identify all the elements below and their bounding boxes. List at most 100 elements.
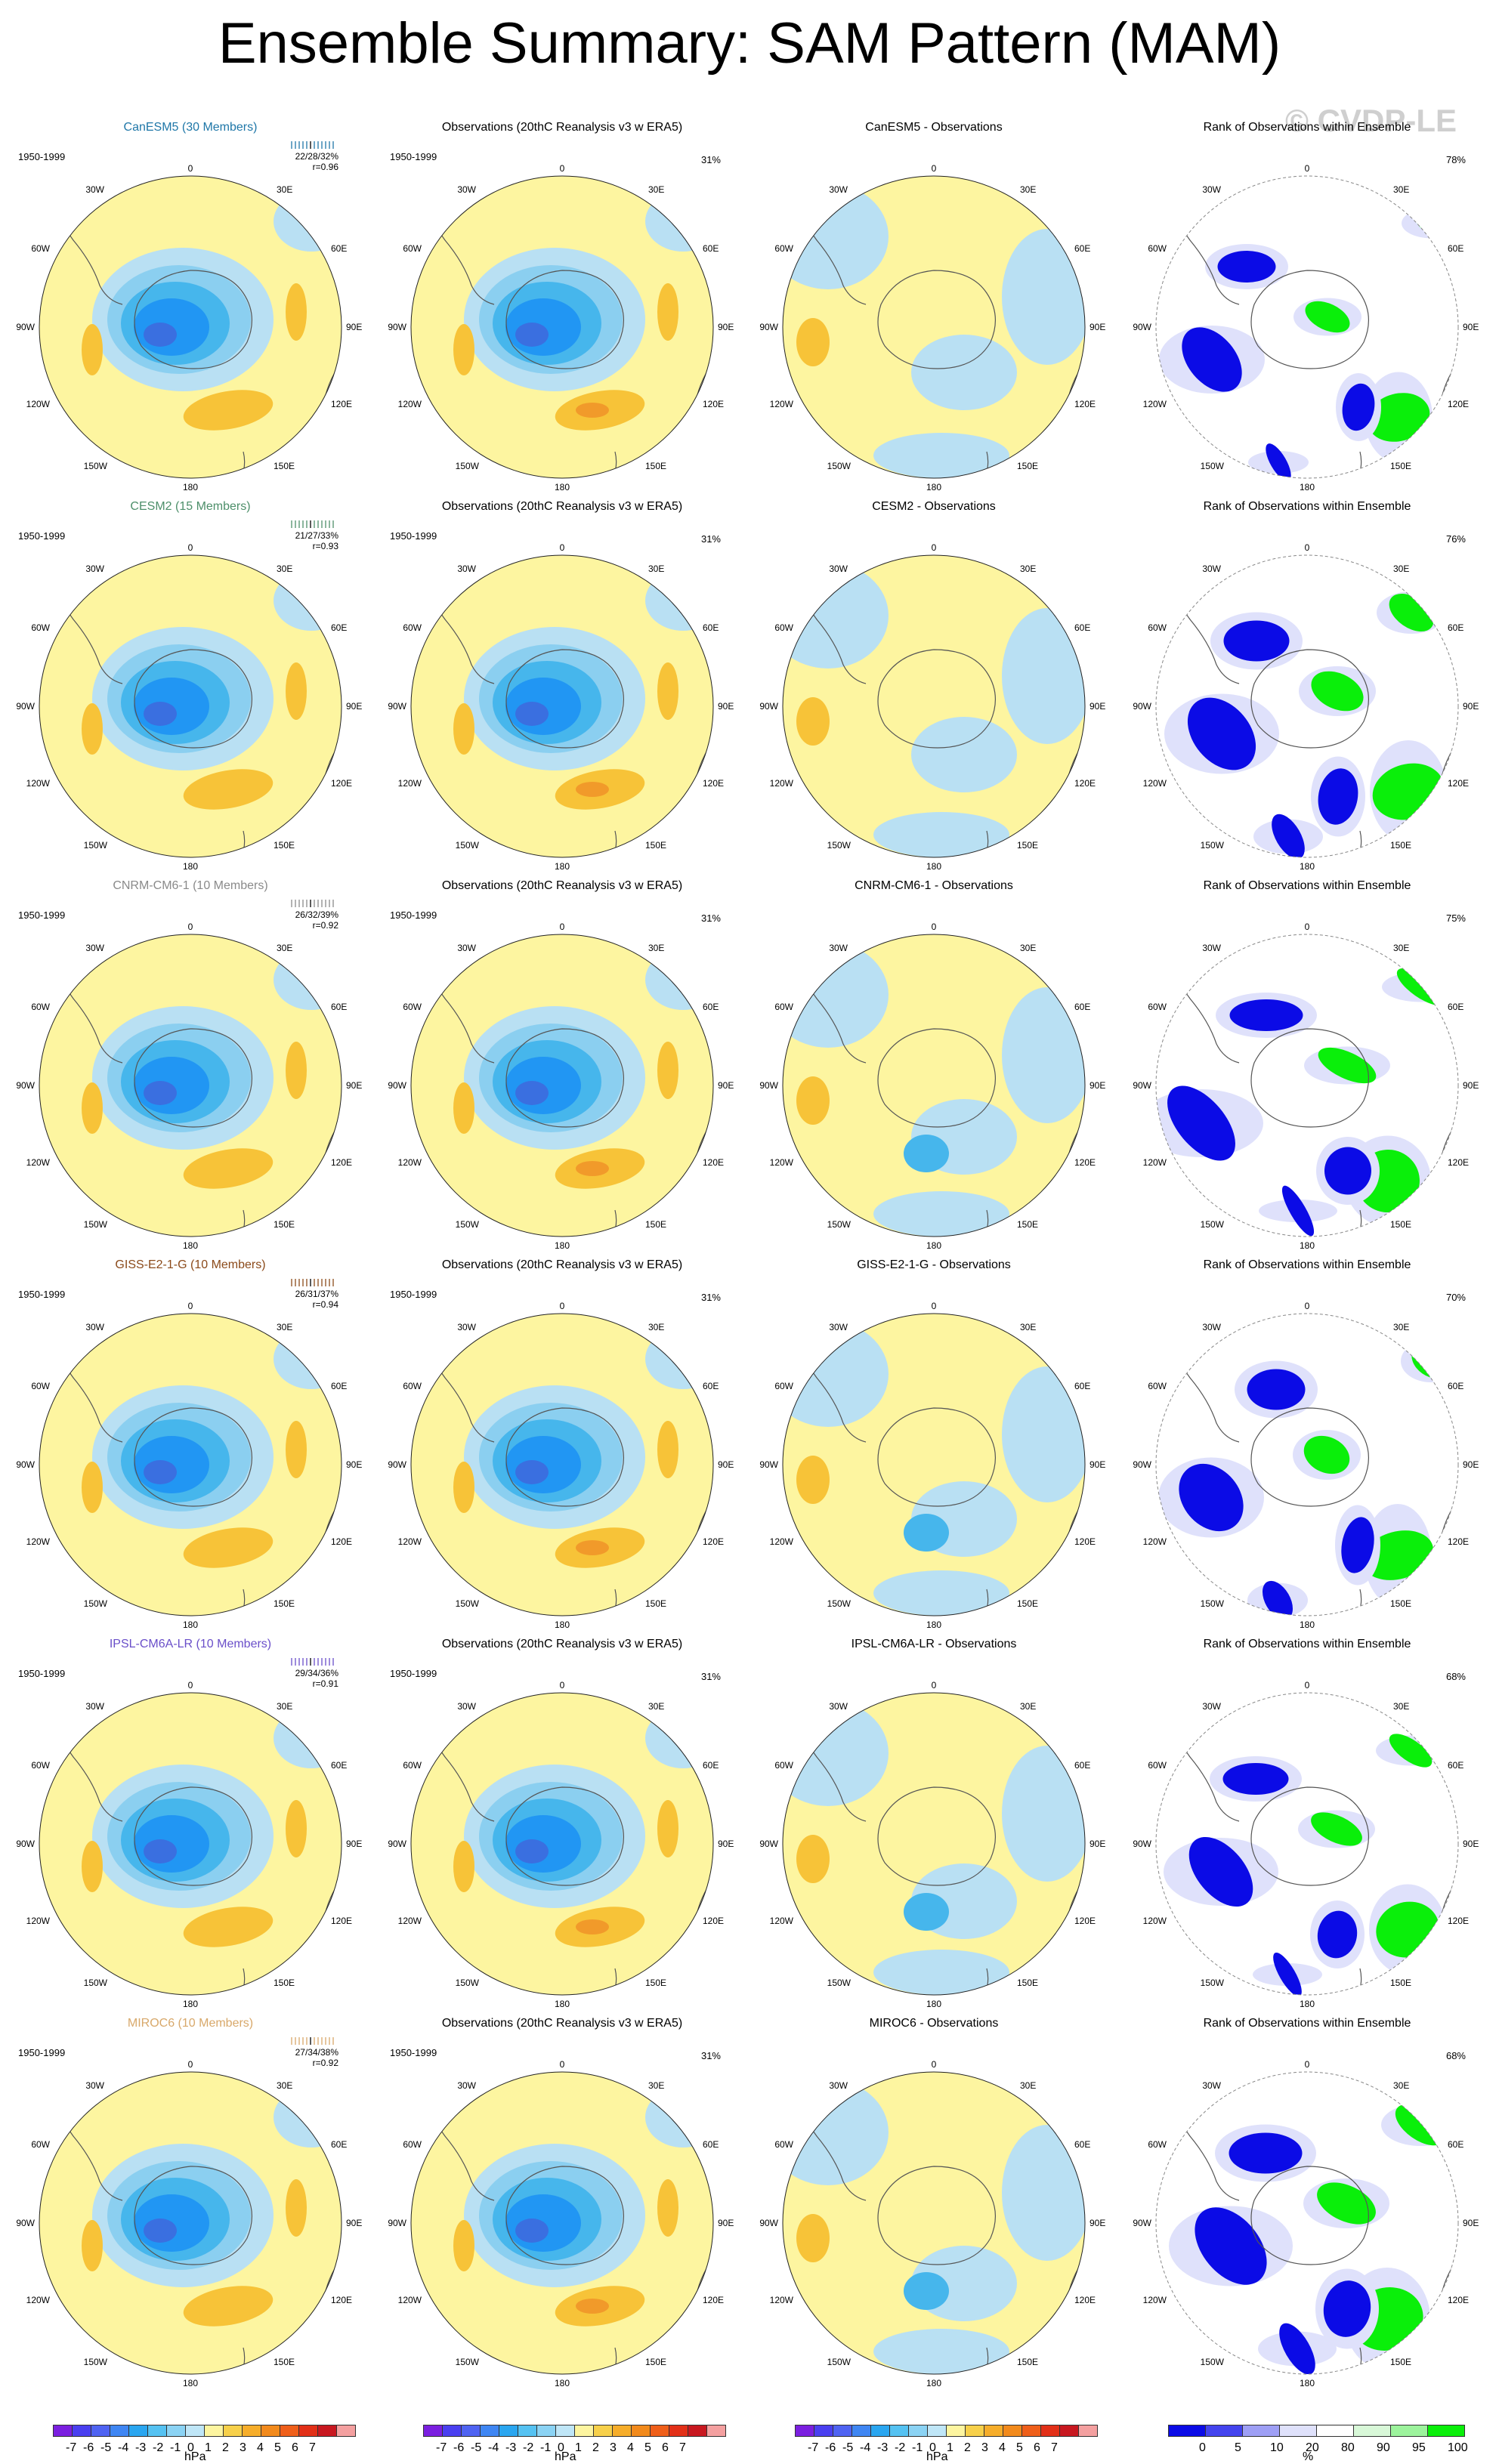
- new-zealand-coastline: [1355, 1589, 1362, 1616]
- africa-coastline: [669, 179, 695, 206]
- colorbar-swatch: [1316, 2425, 1354, 2437]
- positive-anomaly: [82, 1462, 103, 1513]
- negative-anomaly: [873, 1191, 1009, 1237]
- rank-region: [1317, 1910, 1358, 1959]
- map-field: [39, 555, 342, 857]
- colorbar-label: 5: [1235, 2441, 1241, 2454]
- lon-label-bottom-left: 150W: [456, 840, 480, 851]
- lon-label-left-lower: 120W: [770, 2295, 794, 2305]
- positive-anomaly: [183, 1907, 274, 1947]
- colorbar-label: 4: [257, 2441, 264, 2454]
- lon-label-right: 90E: [1463, 1080, 1479, 1091]
- lon-label-bottom: 180: [183, 861, 198, 872]
- rank-region: [1217, 251, 1276, 283]
- lon-label-left-upper: 60W: [403, 243, 422, 254]
- lon-label-left-lower: 120W: [1143, 1536, 1167, 1547]
- lon-label-left-lower: 120W: [26, 399, 51, 409]
- positive-anomaly: [657, 1042, 678, 1099]
- obs-map: 0 30E 60E 90E 120E 150E 180 150W 120W 90W 60W 30W: [388, 163, 734, 492]
- period-label: 1950-1999: [390, 1289, 437, 1300]
- map-field: [39, 2072, 342, 2374]
- lon-label-left: 90W: [16, 322, 35, 332]
- panel-obs-giss-e2-1-g: Observations (20thC Reanalysis v3 w ERA5…: [381, 1258, 743, 1636]
- colorbar-label: 5: [644, 2441, 651, 2454]
- obs-pct: 31%: [700, 154, 721, 165]
- lon-label-bottom: 180: [1300, 1620, 1315, 1630]
- colorbar-label: 100: [1448, 2441, 1468, 2454]
- colorbar-swatch: [223, 2425, 243, 2437]
- lon-label-right-lower: 120E: [703, 778, 724, 789]
- lon-label-bottom-right: 150E: [274, 1598, 295, 1609]
- colorbar-swatch: [480, 2425, 499, 2437]
- lon-label-bottom-left: 150W: [84, 1978, 108, 1988]
- lon-label-left-lower: 120W: [770, 1916, 794, 1926]
- diff-title: GISS-E2-1-G - Observations: [857, 1258, 1011, 1271]
- negative-anomaly-core: [515, 2219, 549, 2243]
- lon-label-right: 90E: [718, 2218, 734, 2228]
- colorbar-label: 3: [610, 2441, 617, 2454]
- diff-title: CESM2 - Observations: [872, 500, 996, 513]
- lon-label-top: 0: [188, 542, 193, 553]
- lon-label-right-upper: 60E: [703, 622, 719, 633]
- colorbar-label: -2: [153, 2441, 164, 2454]
- lon-label-top-left: 30W: [829, 564, 848, 574]
- negative-anomaly-core: [144, 323, 177, 347]
- positive-anomaly: [796, 1456, 830, 1504]
- antarctica-coastline: [877, 649, 997, 749]
- lon-label-bottom-right: 150E: [1390, 2357, 1411, 2367]
- rank-pct: 76%: [1445, 533, 1466, 545]
- colorbar-label: -7: [808, 2441, 819, 2454]
- lon-label-bottom-right: 150E: [274, 2357, 295, 2367]
- antarctica-coastline: [134, 2166, 253, 2265]
- lon-label-top-left: 30W: [1202, 1701, 1221, 1712]
- lon-label-left-upper: 60W: [774, 1381, 793, 1391]
- lon-label-left: 90W: [16, 2218, 35, 2228]
- diff-title: CNRM-CM6-1 - Observations: [855, 879, 1013, 892]
- panel-diff-ipsl-cm6a-lr: IPSL-CM6A-LR - Observations 0 30E 60E 90E 120…: [753, 1638, 1115, 2015]
- colorbar-label: 5: [1016, 2441, 1023, 2454]
- model-stats: 22/28/32% r=0.96: [289, 140, 338, 172]
- colorbar-swatch: [298, 2425, 318, 2437]
- colorbar-swatch: [1353, 2425, 1391, 2437]
- obs-map: 0 30E 60E 90E 120E 150E 180 150W 120W 90W 60W 30W: [388, 922, 734, 1251]
- negative-anomaly: [873, 1950, 1009, 1995]
- panel-diff-cnrm-cm6-1: CNRM-CM6-1 - Observations 0 30E 60E 90E 120E 1…: [753, 879, 1115, 1257]
- colorbar-swatch: [1205, 2425, 1243, 2437]
- colorbar-unit: hPa: [555, 2450, 576, 2463]
- model-title: GISS-E2-1-G (10 Members): [115, 1258, 266, 1271]
- negative-anomaly: [873, 433, 1009, 478]
- africa-coastline: [1041, 179, 1067, 206]
- lon-label-top-left: 30W: [457, 2080, 476, 2091]
- map-field: [1156, 2072, 1458, 2374]
- colorbar-swatch: [669, 2425, 688, 2437]
- lon-label-left-lower: 120W: [770, 1157, 794, 1168]
- rank-region: [1281, 1185, 1315, 1237]
- lon-label-top-left: 30W: [829, 1322, 848, 1332]
- colorbar-label: 7: [1051, 2441, 1058, 2454]
- lon-label-bottom-left: 150W: [827, 2357, 851, 2367]
- lon-label-right: 90E: [718, 1839, 734, 1849]
- antarctica-coastline: [877, 270, 997, 369]
- lon-label-left-upper: 60W: [1148, 2139, 1167, 2150]
- lon-label-right-lower: 120E: [1074, 2295, 1096, 2305]
- map-boundary: [410, 2071, 714, 2375]
- lon-label-top-right: 30E: [1020, 943, 1036, 953]
- map-field: [411, 934, 713, 1237]
- lon-label-right-lower: 120E: [1074, 778, 1096, 789]
- model-stats: 27/34/38% r=0.92: [289, 2036, 338, 2068]
- lon-label-right-upper: 60E: [1074, 1760, 1090, 1771]
- period-label: 1950-1999: [390, 909, 437, 921]
- antarctica-coastline: [505, 270, 625, 369]
- colorbar-label: 10: [1270, 2441, 1284, 2454]
- new-zealand-coastline: [982, 2347, 989, 2374]
- colorbar-swatch: [53, 2425, 73, 2437]
- lon-label-bottom-right: 150E: [274, 1978, 295, 1988]
- model-map: 0 30E 60E 90E 120E 150E 180 150W 120W 90W 60W 30W: [16, 163, 362, 492]
- negative-anomaly-core: [515, 1081, 549, 1105]
- lon-label-left-upper: 60W: [31, 622, 50, 633]
- panel-obs-miroc6: Observations (20thC Reanalysis v3 w ERA5…: [381, 2017, 743, 2395]
- positive-anomaly: [82, 703, 103, 755]
- map-boundary: [410, 1692, 714, 1996]
- new-zealand-coastline: [1355, 1209, 1362, 1237]
- lon-label-right-lower: 120E: [1074, 1157, 1096, 1168]
